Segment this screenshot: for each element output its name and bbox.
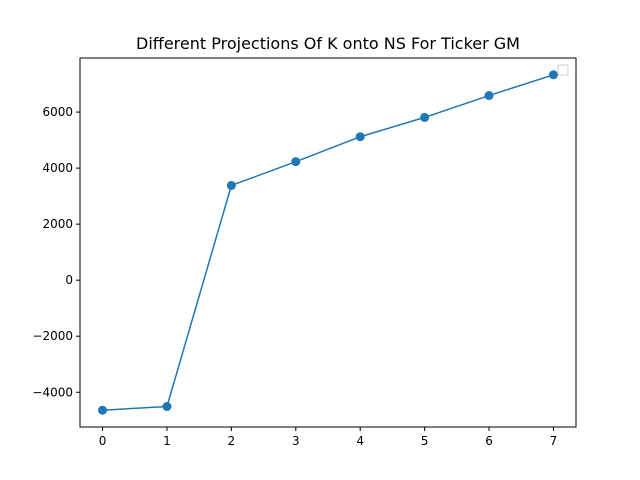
y-tick-label: 0 bbox=[65, 273, 73, 287]
y-tick-label: 6000 bbox=[42, 105, 73, 119]
data-point bbox=[420, 112, 430, 122]
data-point bbox=[162, 402, 172, 412]
x-tick-label: 0 bbox=[99, 434, 107, 448]
axes-frame bbox=[79, 57, 577, 428]
series-line bbox=[102, 74, 554, 411]
y-tick-label: −4000 bbox=[32, 385, 73, 399]
x-tick-label: 2 bbox=[228, 434, 236, 448]
y-tick-label: 2000 bbox=[42, 217, 73, 231]
data-point bbox=[226, 180, 236, 190]
data-point bbox=[98, 405, 108, 415]
y-tick-label: 4000 bbox=[42, 161, 73, 175]
x-tick-label: 4 bbox=[356, 434, 364, 448]
x-tick-label: 1 bbox=[163, 434, 171, 448]
x-tick-label: 3 bbox=[292, 434, 300, 448]
legend-box bbox=[557, 64, 569, 76]
y-tick-label: −2000 bbox=[32, 329, 73, 343]
x-tick-label: 7 bbox=[550, 434, 558, 448]
chart-title: Different Projections Of K onto NS For T… bbox=[136, 34, 520, 53]
x-tick-label: 6 bbox=[485, 434, 493, 448]
plot-area: 0 1 2 3 4 5 6 7 −4000 −2000 0 2000 4000 6000 bbox=[32, 57, 577, 448]
data-point bbox=[355, 132, 365, 142]
data-point bbox=[291, 157, 301, 167]
x-tick-label: 5 bbox=[421, 434, 429, 448]
data-point bbox=[548, 70, 558, 80]
data-point bbox=[484, 91, 494, 101]
